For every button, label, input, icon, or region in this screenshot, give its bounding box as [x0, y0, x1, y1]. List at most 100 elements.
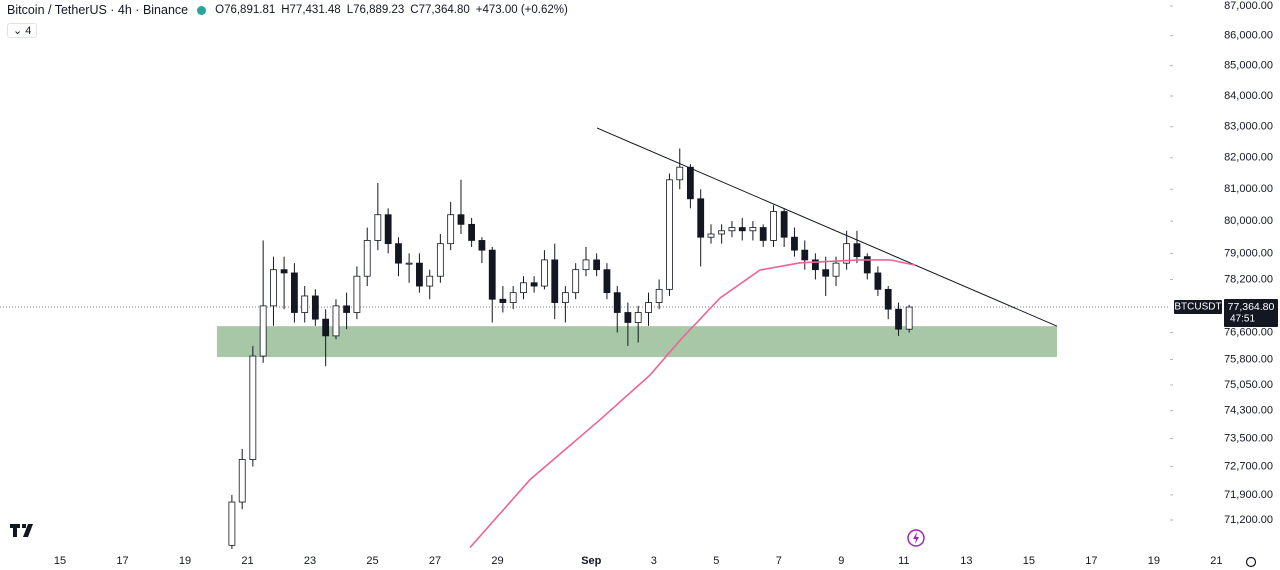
alert-icon — [907, 529, 925, 547]
candle-body — [353, 275, 361, 313]
candle-body — [499, 298, 507, 303]
x-tick-label: 17 — [116, 555, 128, 567]
candle-body — [468, 223, 476, 241]
trendline — [596, 127, 1058, 327]
y-tick-label: 86,000.00 — [1224, 30, 1273, 42]
y-tick-label: 81,000.00 — [1224, 183, 1273, 195]
candle-body — [405, 262, 413, 265]
price-axis-bg — [1170, 0, 1280, 570]
x-tick-label: 11 — [898, 555, 909, 567]
symbol-tag — [1174, 300, 1222, 315]
x-tick-label: 23 — [304, 555, 316, 567]
candle-body — [436, 243, 444, 277]
candle-body — [332, 305, 340, 337]
indicator-toggle[interactable]: ⌄ 4 — [7, 23, 38, 38]
candle-body — [843, 243, 851, 264]
candle-body — [728, 227, 736, 232]
status-dot — [197, 5, 207, 15]
candle-body — [530, 282, 538, 287]
x-tick-label: 13 — [960, 555, 972, 567]
countdown-label: 47:51 — [1230, 314, 1255, 325]
candle-body — [457, 214, 465, 225]
ohlc-low: L76,889.23 — [346, 4, 405, 16]
candle-body — [853, 243, 861, 258]
x-tick-label: 9 — [838, 555, 844, 567]
candle-body — [832, 262, 840, 277]
y-tick-label: 75,050.00 — [1224, 379, 1273, 391]
axis-corner — [1222, 552, 1280, 570]
settings-icon[interactable] — [1245, 556, 1257, 568]
x-tick-label: 3 — [651, 555, 657, 567]
y-tick-label: 80,000.00 — [1224, 215, 1273, 227]
candle-body — [291, 272, 298, 313]
x-tick-label: 25 — [366, 555, 378, 567]
candle-body — [686, 166, 694, 200]
candle-body — [561, 292, 569, 303]
candle-body — [718, 230, 726, 235]
candle-body — [697, 198, 705, 238]
candle-body — [374, 214, 382, 241]
candle-body — [905, 306, 913, 330]
candle-body — [488, 249, 496, 300]
candle-body — [822, 269, 830, 277]
x-tick-label: 29 — [491, 555, 503, 567]
candle-body — [541, 259, 548, 287]
candle-body — [749, 227, 757, 232]
candle-body — [738, 227, 746, 232]
candle-body — [301, 295, 309, 313]
candle-body — [311, 295, 319, 320]
candle-body — [416, 262, 423, 287]
header: Bitcoin / TetherUS · 4h · Binance O76,89… — [7, 3, 568, 17]
candle-body — [551, 259, 559, 303]
candle-body — [395, 243, 402, 264]
x-tick-label: Sep — [581, 555, 601, 567]
candle-body — [238, 459, 246, 503]
price-tag — [1224, 299, 1278, 328]
ohlc-open: O76,891.81 — [215, 4, 276, 16]
support-zone — [216, 326, 1057, 358]
ohlc-high: H77,431.48 — [281, 4, 341, 16]
x-tick-label: 21 — [241, 555, 253, 567]
candle-body — [572, 269, 580, 294]
price-tag-label: 77,364.80 — [1228, 301, 1275, 313]
x-tick-label: 27 — [429, 555, 441, 567]
candle-body — [895, 308, 902, 330]
y-tick-label: 76,600.00 — [1224, 326, 1273, 338]
y-tick-label: 75,800.00 — [1224, 353, 1273, 365]
candle-body — [707, 233, 715, 238]
y-tick-label: 83,000.00 — [1224, 121, 1273, 133]
y-tick-label: 73,500.00 — [1224, 432, 1273, 444]
candle-body — [811, 259, 819, 271]
tv-logo — [10, 524, 33, 537]
x-tick-label: 21 — [1210, 555, 1222, 567]
candle-body — [770, 211, 777, 241]
y-tick-label: 82,000.00 — [1224, 152, 1273, 164]
candle-body — [759, 227, 767, 241]
candle-body — [791, 236, 798, 251]
x-tick-label: 15 — [1023, 555, 1035, 567]
alert-bolt — [913, 532, 919, 544]
candle-body — [343, 305, 350, 313]
y-tick-label: 71,200.00 — [1224, 514, 1273, 526]
candle-body — [863, 256, 871, 274]
x-tick-label: 7 — [776, 555, 782, 567]
candle-body — [666, 179, 673, 290]
x-tick-label: 5 — [713, 555, 719, 567]
tv-logo-shape — [10, 524, 33, 537]
candle-body — [447, 214, 455, 245]
candle-body — [593, 259, 601, 271]
y-tick-label: 79,000.00 — [1224, 247, 1273, 259]
indicator-count: 4 — [25, 25, 32, 37]
candle-body — [259, 305, 267, 357]
y-tick-label: 78,200.00 — [1224, 273, 1273, 285]
candle-body — [645, 302, 652, 313]
y-tick-label: 72,700.00 — [1224, 460, 1273, 472]
candle-body — [582, 259, 590, 271]
ohlc-change: +473.00 (+0.62%) — [475, 4, 568, 16]
ohlc-close: C77,364.80 — [410, 4, 470, 16]
moving-average — [469, 259, 916, 549]
candle-body — [322, 318, 330, 337]
candle-body — [613, 292, 621, 313]
